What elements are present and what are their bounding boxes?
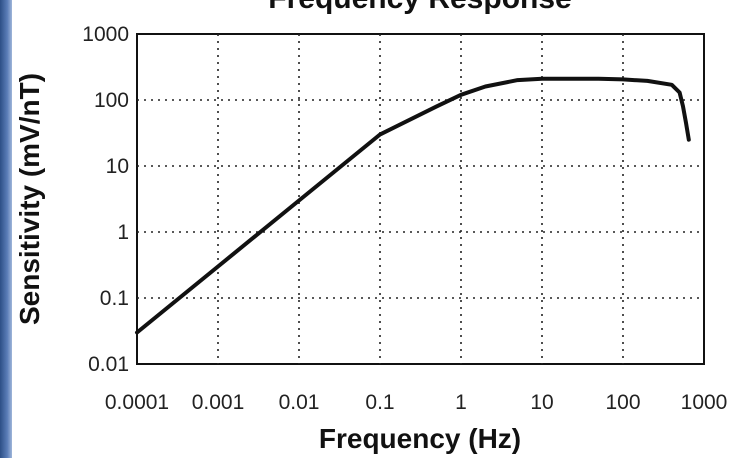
x-tick-label: 0.01 <box>279 391 320 414</box>
chart-title: Frequency Response <box>268 0 571 15</box>
x-tick-label: 1000 <box>681 391 728 414</box>
x-axis-title: Frequency (Hz) <box>319 423 521 454</box>
y-tick-label: 1000 <box>82 23 129 46</box>
y-tick-labels: 1000 100 10 1 0.1 0.01 <box>82 23 129 376</box>
left-edge-strip <box>0 0 12 458</box>
y-tick-label: 100 <box>94 89 129 112</box>
y-tick-label: 0.1 <box>100 287 129 310</box>
y-tick-label: 0.01 <box>88 353 129 376</box>
series-line-0 <box>135 76 691 335</box>
y-tick-label: 10 <box>106 155 129 178</box>
x-tick-label: 0.0001 <box>105 391 169 414</box>
plot-area <box>136 33 705 365</box>
x-tick-label: 100 <box>605 391 640 414</box>
y-tick-label: 1 <box>117 221 129 244</box>
x-tick-label: 0.1 <box>365 391 394 414</box>
x-tick-labels: 0.0001 0.001 0.01 0.1 1 10 100 1000 <box>105 391 727 414</box>
x-tick-label: 1 <box>455 391 467 414</box>
x-tick-label: 10 <box>530 391 553 414</box>
series-layer <box>135 76 691 335</box>
x-tick-label: 0.001 <box>192 391 245 414</box>
y-axis-title: Sensitivity (mV/nT) <box>14 73 45 325</box>
